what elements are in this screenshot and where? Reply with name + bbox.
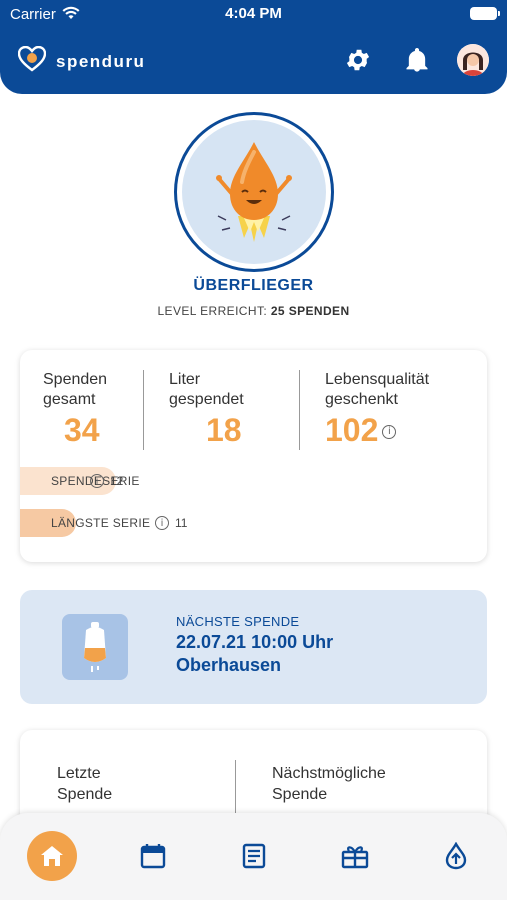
next-possible-donation: Nächstmögliche Spende [272,763,386,805]
status-bar: Carrier 4:04 PM [0,0,507,30]
info-icon[interactable]: i [155,516,169,530]
divider [235,760,236,840]
bell-icon[interactable] [403,46,431,74]
stat-label: geschenkt [325,391,398,408]
nav-home[interactable] [27,831,77,881]
next-donation-label: NÄCHSTE SPENDE [176,614,300,629]
stat-value: 34 [64,412,100,448]
stat-value: 18 [206,412,242,448]
stat-liters-donated: Liter gespendet 18 [169,370,244,449]
longest-streak-value: 11 [175,516,188,530]
next-donation-card[interactable]: NÄCHSTE SPENDE 22.07.21 10:00 Uhr Oberha… [20,590,487,704]
calendar-icon [140,844,166,869]
stat-quality-of-life: Lebensqualität geschenkt 102 i [325,370,429,449]
longest-streak-label: LÄNGSTE SERIE [51,516,151,530]
carrier-label: Carrier [10,6,56,23]
stat-label: Lebensqualität [325,371,430,388]
streak-row: SPENDESERIE i 12 [20,467,139,495]
app-name: spenduru [56,51,146,71]
nav-donate[interactable] [431,831,481,881]
next-donation-location: Oberhausen [176,655,282,675]
info-icon[interactable]: i [90,474,104,488]
badge-level: LEVEL ERREICHT: 25 SPENDEN [0,304,507,318]
nav-news[interactable] [229,831,279,881]
last-donation-label: Spende [57,786,113,803]
stats-card: Spenden gesamt 34 Liter gespendet 18 Leb… [20,350,487,562]
stat-label: Spenden [43,371,108,388]
home-icon [41,846,63,866]
mascot-drop-icon [216,142,292,242]
gift-icon [341,846,369,869]
info-icon[interactable]: i [382,424,397,439]
status-time: 4:04 PM [225,5,282,22]
stat-label: Liter [169,371,201,388]
streak-value: 12 [110,474,124,488]
last-donation: Letzte Spende [57,763,112,805]
divider [299,370,300,450]
bottom-nav [0,813,507,900]
stat-donations-total: Spenden gesamt 34 [43,370,107,449]
next-possible-label: Spende [272,786,328,803]
stat-label: gespendet [169,391,244,408]
badge-background [182,120,326,264]
wifi-icon [62,6,80,24]
news-icon [242,843,266,869]
donate-icon [445,842,467,870]
level-value: 25 SPENDEN [270,304,350,318]
brand: spenduru [17,45,146,77]
badge-title: ÜBERFLIEGER [193,277,314,294]
next-possible-label: Nächstmögliche [272,765,386,782]
divider [143,370,144,450]
level-badge [174,112,334,272]
logo-icon [17,45,47,77]
level-prefix: LEVEL ERREICHT: [157,304,268,318]
blood-bag-icon [62,614,128,680]
longest-streak-bar: LÄNGSTE SERIE [20,509,150,537]
next-donation-datetime: 22.07.21 10:00 Uhr [176,632,334,652]
longest-streak-row: LÄNGSTE SERIE i 11 [20,509,187,537]
avatar[interactable] [457,44,489,76]
stat-label: gesamt [43,391,96,408]
stat-value: 102 [325,412,379,448]
app-header: Carrier 4:04 PM spenduru [0,0,507,94]
gear-icon[interactable] [344,46,372,74]
nav-calendar[interactable] [128,831,178,881]
battery-icon [470,7,500,20]
last-donation-label: Letzte [57,765,101,782]
nav-rewards[interactable] [330,831,380,881]
